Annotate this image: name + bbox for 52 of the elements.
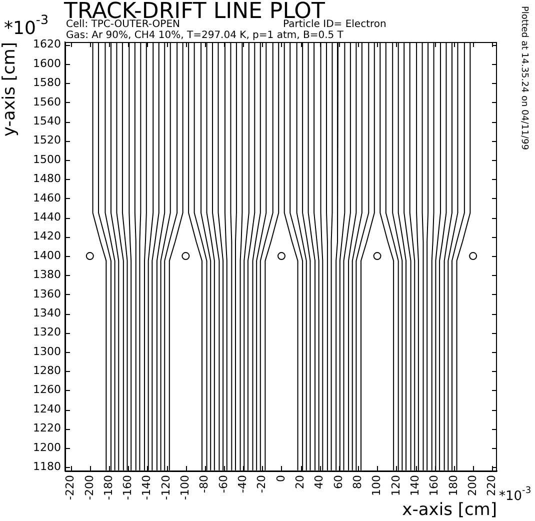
- x-tick-label: -140: [140, 475, 154, 500]
- x-tick-label: -60: [216, 475, 230, 493]
- y-tick-label: 1620: [33, 38, 61, 51]
- x-tick-label: 0: [274, 475, 288, 482]
- text: Plotted at 14.35.24 on 04/11/99: [519, 6, 529, 150]
- x-tick-label: -160: [121, 475, 134, 500]
- y-tick-label: 1520: [33, 134, 61, 147]
- y-tick-label: 1400: [33, 248, 61, 262]
- y-tick-label: 1540: [33, 114, 61, 128]
- x-tick-label: -120: [159, 475, 172, 500]
- y-tick-label: 1380: [33, 268, 61, 282]
- x-tick-label: 220: [485, 475, 498, 496]
- x-tick-label: 200: [466, 475, 479, 496]
- x-tick-label: -220: [64, 475, 77, 500]
- y-tick-label: 1200: [33, 440, 61, 454]
- y-tick-label: 1300: [33, 344, 61, 358]
- x-tick-label: 20: [293, 475, 306, 489]
- y-tick-label: 1220: [33, 422, 61, 435]
- x-tick-label: 140: [408, 475, 422, 496]
- y-tick-label: 1340: [33, 306, 61, 320]
- x-tick-label: 40: [312, 475, 326, 489]
- x-tick-label: 100: [370, 475, 384, 496]
- y-tick-label: 1420: [33, 230, 61, 243]
- y-axis-title: y-axis [cm]: [0, 42, 20, 137]
- text: Gas: Ar 90%, CH4 10%, T=297.04 K, p=1 atm, B=0.5 T: [66, 30, 344, 41]
- y-tick-label: 1440: [33, 210, 61, 224]
- y-tick-label: 1360: [33, 287, 61, 300]
- y-tick-label: 1500: [33, 152, 61, 166]
- x-tick-label: 160: [428, 475, 441, 496]
- y-tick-label: 1240: [33, 402, 61, 416]
- y-tick-label: 1560: [33, 95, 61, 108]
- y-tick-label: 1280: [33, 364, 61, 378]
- x-tick-label: -40: [236, 475, 250, 493]
- x-tick-label: -80: [198, 475, 211, 493]
- chart-subtitle: Cell: TPC-OUTER-OPEN: [66, 19, 180, 30]
- x-tick-label: -100: [178, 475, 192, 500]
- x-tick-label: -200: [82, 475, 96, 500]
- y-tick-label: 1480: [33, 172, 61, 186]
- x-tick-label: -20: [255, 475, 268, 493]
- y-tick-label: 1460: [33, 191, 61, 204]
- x-tick-label: 80: [350, 475, 364, 489]
- x-tick-label: 120: [389, 475, 402, 496]
- y-tick-label: 1180: [33, 460, 61, 474]
- x-axis-title: x-axis [cm]: [402, 500, 497, 520]
- y-tick-label: 1260: [33, 383, 61, 396]
- y-tick-label: 1600: [33, 56, 61, 70]
- x-tick-label: 180: [446, 475, 460, 496]
- text: Particle ID= Electron: [283, 19, 386, 30]
- y-tick-label: 1320: [33, 326, 61, 339]
- x-tick-label: -180: [102, 475, 115, 500]
- y-tick-label: 1580: [33, 76, 61, 90]
- x-tick-label: 60: [332, 475, 345, 489]
